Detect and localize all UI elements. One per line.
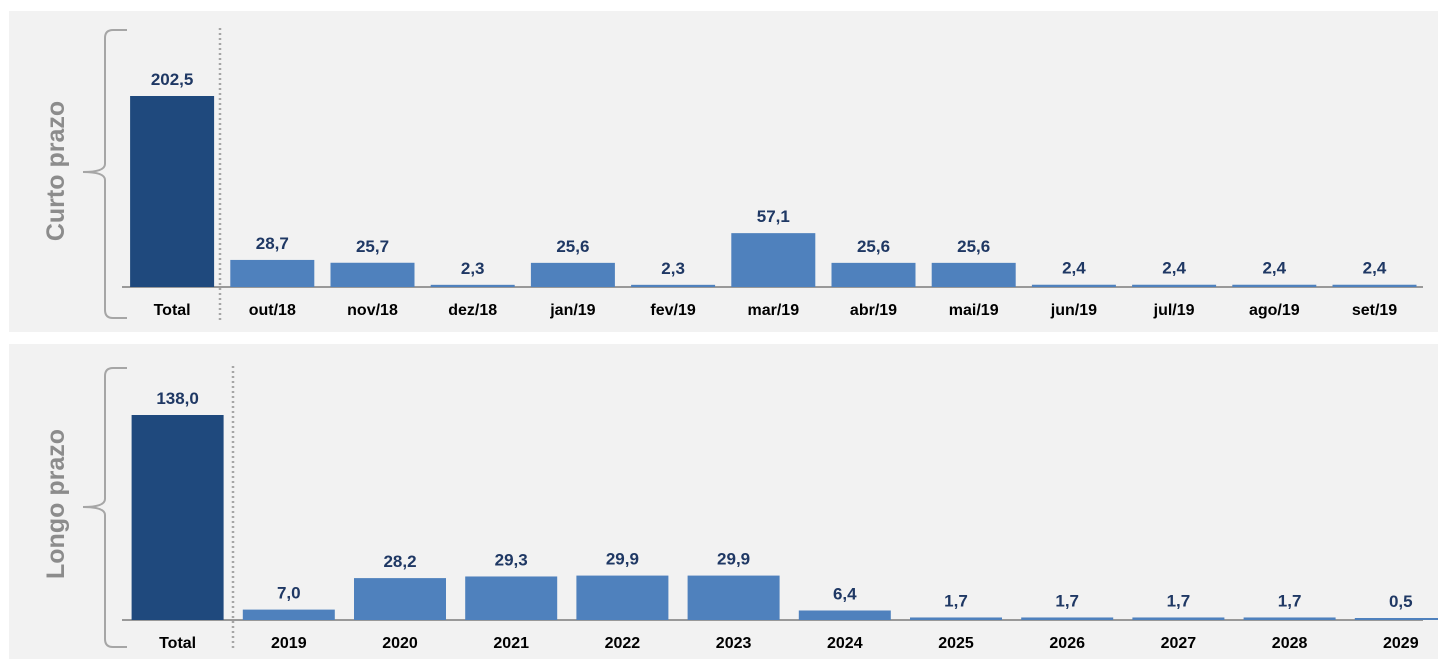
category-label: Total (154, 302, 191, 319)
category-label: 2019 (271, 635, 307, 652)
bar-mar-19 (731, 233, 816, 287)
bar-2021 (465, 576, 558, 620)
value-label: 28,2 (383, 552, 416, 571)
category-label: mai/19 (949, 302, 999, 319)
bar-fev-19 (631, 284, 716, 287)
bar-nov-18 (330, 262, 415, 287)
category-label: 2022 (605, 635, 641, 652)
bar-ago-19 (1232, 284, 1317, 287)
value-label: 202,5 (151, 70, 194, 89)
bar-mai-19 (931, 262, 1016, 287)
value-label: 29,9 (717, 550, 750, 569)
value-label: 1,7 (944, 591, 968, 610)
category-label: 2028 (1272, 635, 1308, 652)
category-label: mar/19 (748, 302, 800, 319)
bar-2022 (576, 575, 669, 620)
value-label: 0,5 (1389, 592, 1413, 611)
bar-jul-19 (1132, 284, 1217, 287)
category-label: 2023 (716, 635, 752, 652)
bar-2028 (1243, 617, 1336, 620)
value-label: 2,4 (1262, 259, 1286, 278)
category-label: jan/19 (549, 302, 595, 319)
value-label: 138,0 (156, 389, 199, 408)
value-label: 1,7 (1055, 591, 1079, 610)
value-label: 25,7 (356, 237, 389, 256)
short-term-panel: Curto prazo 202,5 Total 28,7 out/18 25,7 nov/1… (9, 11, 1438, 332)
bar-2024 (798, 610, 891, 620)
value-label: 2,3 (461, 259, 485, 278)
category-label: 2026 (1049, 635, 1085, 652)
category-label: dez/18 (448, 302, 497, 319)
long-term-panel: Longo prazo 138,0 Total 7,0 2019 28,2 2020 29,3… (9, 344, 1438, 659)
long-term-chart: Longo prazo 138,0 Total 7,0 2019 28,2 2020 29,3… (42, 366, 1438, 652)
bracket-0 (82, 29, 127, 319)
bar-set-19 (1332, 284, 1417, 287)
category-label: fev/19 (650, 302, 695, 319)
category-label: nov/18 (347, 302, 398, 319)
category-label: 2024 (827, 635, 863, 652)
value-label: 6,4 (833, 584, 857, 603)
value-label: 2,4 (1062, 259, 1086, 278)
bar-jun-19 (1031, 284, 1116, 287)
value-label: 28,7 (256, 234, 289, 253)
bar-2026 (1021, 617, 1114, 620)
bar-out-18 (230, 259, 315, 287)
bar-2029 (1354, 618, 1438, 620)
value-label: 25,6 (857, 237, 890, 256)
category-label: Total (159, 635, 196, 652)
bar-2019 (242, 609, 335, 620)
value-label: 1,7 (1167, 591, 1191, 610)
category-label: 2021 (493, 635, 529, 652)
side-label-short-term: Curto prazo (42, 101, 70, 241)
category-label: 2029 (1383, 635, 1419, 652)
bar-2020 (354, 578, 446, 620)
value-label: 25,6 (556, 237, 589, 256)
side-label-long-term: Longo prazo (42, 429, 70, 579)
bar-jan-19 (530, 262, 615, 287)
bar-2023 (687, 575, 780, 620)
bracket-1 (82, 367, 127, 648)
bar-total (131, 415, 224, 620)
bar-abr-19 (831, 262, 916, 287)
category-label: out/18 (249, 302, 296, 319)
value-label: 2,3 (661, 259, 685, 278)
bar-total (130, 96, 215, 287)
category-label: jun/19 (1050, 302, 1097, 319)
category-label: ago/19 (1249, 302, 1300, 319)
value-label: 7,0 (277, 584, 301, 603)
value-label: 2,4 (1363, 259, 1387, 278)
category-label: set/19 (1352, 302, 1397, 319)
category-label: 2027 (1161, 635, 1197, 652)
bar-dez-18 (430, 284, 515, 287)
category-label: jul/19 (1153, 302, 1195, 319)
category-label: 2025 (938, 635, 974, 652)
value-label: 1,7 (1278, 591, 1302, 610)
value-label: 2,4 (1162, 259, 1186, 278)
category-label: abr/19 (850, 302, 897, 319)
value-label: 29,3 (495, 550, 528, 569)
bar-2025 (910, 617, 1002, 620)
short-term-chart: Curto prazo 202,5 Total 28,7 out/18 25,7 nov/1… (42, 28, 1423, 321)
value-label: 25,6 (957, 237, 990, 256)
category-label: 2020 (382, 635, 418, 652)
bar-2027 (1132, 617, 1225, 620)
value-label: 57,1 (757, 207, 790, 226)
value-label: 29,9 (606, 550, 639, 569)
